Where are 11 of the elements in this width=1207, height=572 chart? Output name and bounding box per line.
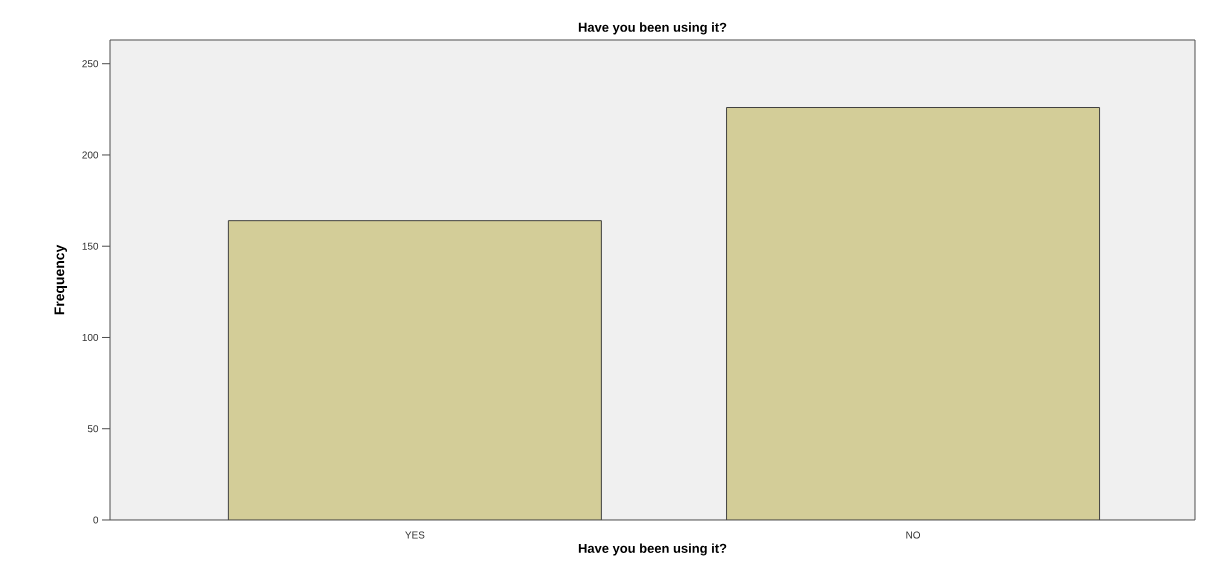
- y-tick-label: 250: [82, 60, 99, 68]
- y-tick-label: 0: [93, 516, 99, 524]
- chart-title: Have you been using it?: [578, 22, 727, 35]
- y-axis-title: Frequency: [54, 244, 68, 315]
- y-tick-label: 150: [82, 242, 99, 250]
- x-axis-title: Have you been using it?: [578, 543, 727, 556]
- x-tick-label: YES: [405, 531, 425, 539]
- y-tick-label: 50: [87, 425, 99, 433]
- x-tick-label: NO: [906, 531, 921, 539]
- y-tick-label: 200: [82, 151, 99, 159]
- y-tick-label: 100: [82, 333, 99, 341]
